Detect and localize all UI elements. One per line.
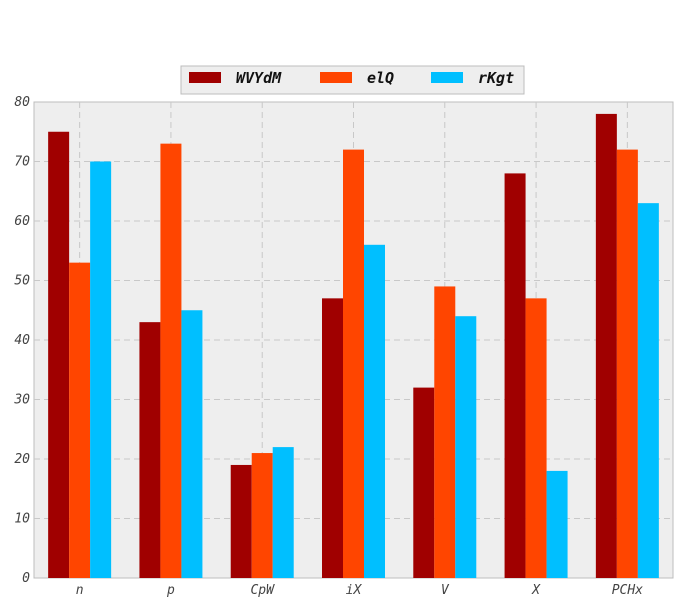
- bar-rKgt-X: [546, 470, 568, 578]
- bar-rKgt-CpW: [272, 447, 294, 578]
- x-tick-label: X: [531, 583, 541, 598]
- bar-elQ-CpW: [251, 453, 273, 578]
- x-axis: n p CpW iX V X PCHx: [76, 583, 643, 598]
- x-tick-label: n: [76, 583, 84, 598]
- bar-WVYdM-n: [48, 131, 70, 578]
- y-axis: 0 10 20 30 40 50 60 70 80: [13, 95, 30, 586]
- y-tick-label: 50: [14, 274, 30, 289]
- bar-elQ-V: [434, 286, 456, 578]
- legend-label-elQ: elQ: [367, 69, 394, 87]
- y-tick-label: 20: [14, 452, 30, 467]
- legend: WVYdM elQ rKgt: [180, 65, 525, 95]
- x-tick-label: iX: [346, 583, 363, 598]
- bar-elQ-iX: [343, 149, 364, 578]
- x-tick-label: p: [166, 583, 175, 598]
- y-tick-label: 70: [14, 155, 30, 170]
- x-tick-label: PCHx: [612, 583, 643, 598]
- legend-label-WVYdM: WVYdM: [236, 69, 282, 87]
- y-tick-label: 30: [13, 393, 30, 408]
- bar-rKgt-p: [181, 310, 203, 578]
- bar-WVYdM-V: [413, 387, 435, 578]
- bar-WVYdM-iX: [322, 298, 343, 578]
- bar-elQ-PCHx: [616, 149, 638, 578]
- bar-WVYdM-CpW: [230, 464, 252, 578]
- bar-elQ-X: [525, 298, 547, 578]
- bar-WVYdM-PCHx: [595, 113, 617, 579]
- x-tick-label: CpW: [250, 583, 275, 598]
- legend-label-rKgt: rKgt: [478, 69, 514, 87]
- y-tick-label: 0: [22, 571, 30, 586]
- bar-WVYdM-X: [504, 173, 526, 578]
- y-tick-label: 40: [14, 333, 30, 348]
- bars: [48, 113, 659, 579]
- legend-swatch-rKgt: [431, 72, 463, 83]
- x-tick-label: V: [441, 583, 450, 598]
- legend-box: [180, 65, 525, 95]
- bar-elQ-p: [160, 143, 182, 578]
- bar-rKgt-V: [455, 316, 477, 578]
- bar-rKgt-iX: [364, 244, 385, 579]
- bar-WVYdM-p: [139, 322, 161, 578]
- y-tick-label: 80: [14, 95, 30, 110]
- bar-elQ-n: [69, 262, 91, 578]
- y-tick-label: 10: [14, 512, 30, 527]
- y-tick-label: 60: [14, 214, 30, 229]
- bar-rKgt-n: [90, 161, 112, 578]
- legend-swatch-elQ: [320, 72, 352, 83]
- bar-rKgt-PCHx: [637, 203, 659, 578]
- legend-swatch-WVYdM: [189, 72, 221, 83]
